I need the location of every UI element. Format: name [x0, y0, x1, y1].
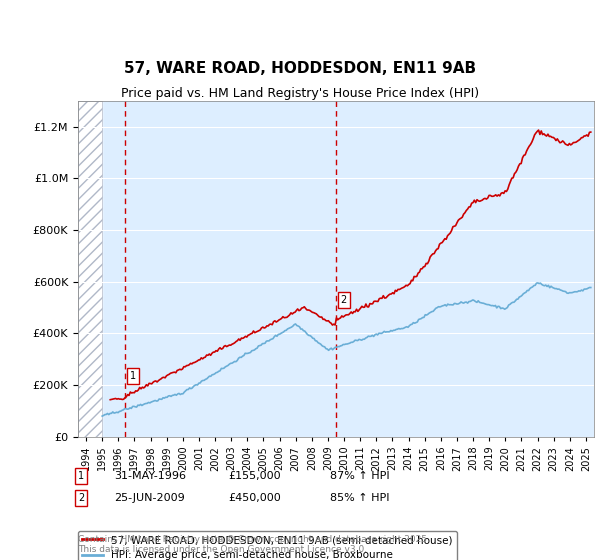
Text: 1: 1	[130, 371, 136, 381]
Text: Price paid vs. HM Land Registry's House Price Index (HPI): Price paid vs. HM Land Registry's House …	[121, 87, 479, 100]
Text: 87% ↑ HPI: 87% ↑ HPI	[330, 471, 389, 481]
Text: £155,000: £155,000	[228, 471, 281, 481]
Text: 25-JUN-2009: 25-JUN-2009	[114, 493, 185, 503]
Text: 31-MAY-1996: 31-MAY-1996	[114, 471, 186, 481]
Text: 2: 2	[78, 493, 84, 503]
Text: £450,000: £450,000	[228, 493, 281, 503]
Text: Contains HM Land Registry data © Crown copyright and database right 2025.
This d: Contains HM Land Registry data © Crown c…	[78, 535, 430, 554]
Text: 85% ↑ HPI: 85% ↑ HPI	[330, 493, 389, 503]
Text: 57, WARE ROAD, HODDESDON, EN11 9AB: 57, WARE ROAD, HODDESDON, EN11 9AB	[124, 60, 476, 76]
Text: 1: 1	[78, 471, 84, 481]
Legend: 57, WARE ROAD, HODDESDON, EN11 9AB (semi-detached house), HPI: Average price, se: 57, WARE ROAD, HODDESDON, EN11 9AB (semi…	[78, 531, 457, 560]
Bar	[78, 101, 102, 437]
Text: 2: 2	[341, 295, 347, 305]
Bar	[78, 101, 102, 437]
